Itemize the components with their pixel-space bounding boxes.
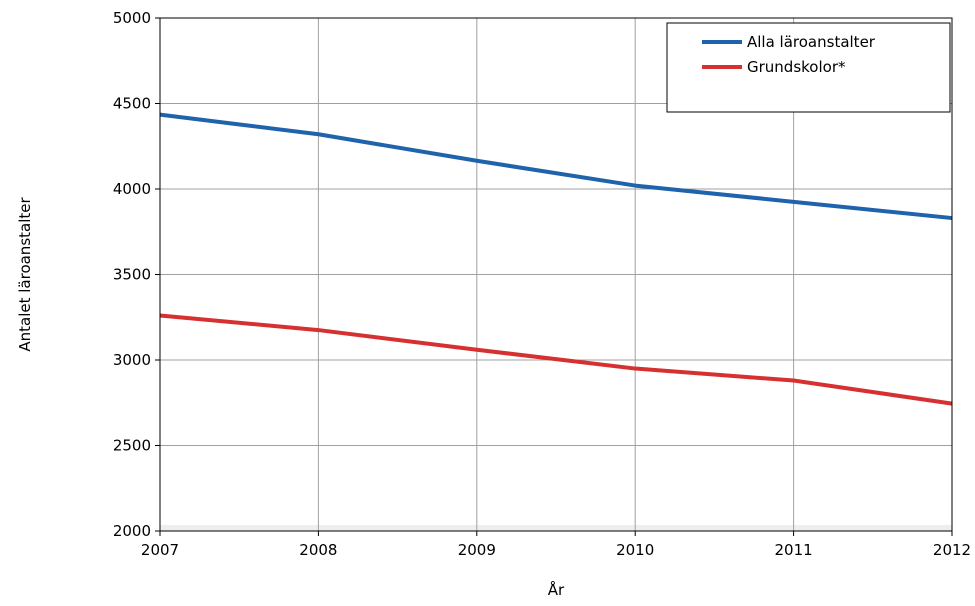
x-tick-label: 2010 <box>616 541 654 559</box>
series-line-alla-l-roanstalter <box>159 112 953 221</box>
y-tick-label: 2500 <box>113 437 151 455</box>
y-axis-label: Antalet läroanstalter <box>16 197 34 352</box>
legend-label: Grundskolor* <box>747 58 846 76</box>
y-tick-label: 4500 <box>113 95 151 113</box>
plot-bottom-band <box>160 525 952 531</box>
series-line-grundskolor <box>159 313 953 406</box>
series-lines <box>159 112 953 406</box>
axes: 2007 2008 2009 2010 2011 2012 2000 2500 3000 3500… <box>113 9 971 559</box>
y-tick-label: 4000 <box>113 180 151 198</box>
x-tick-label: 2008 <box>299 541 337 559</box>
legend: Alla läroanstalter Grundskolor* <box>666 22 951 113</box>
x-tick-label: 2007 <box>141 541 179 559</box>
y-tick-label: 3000 <box>113 351 151 369</box>
x-axis-label: År <box>548 580 565 599</box>
y-tick-label: 5000 <box>113 9 151 27</box>
y-tick-label: 3500 <box>113 266 151 284</box>
y-tick-label: 2000 <box>113 522 151 540</box>
x-tick-label: 2012 <box>933 541 971 559</box>
x-tick-label: 2009 <box>458 541 496 559</box>
x-tick-label: 2011 <box>775 541 813 559</box>
legend-label: Alla läroanstalter <box>747 33 876 51</box>
